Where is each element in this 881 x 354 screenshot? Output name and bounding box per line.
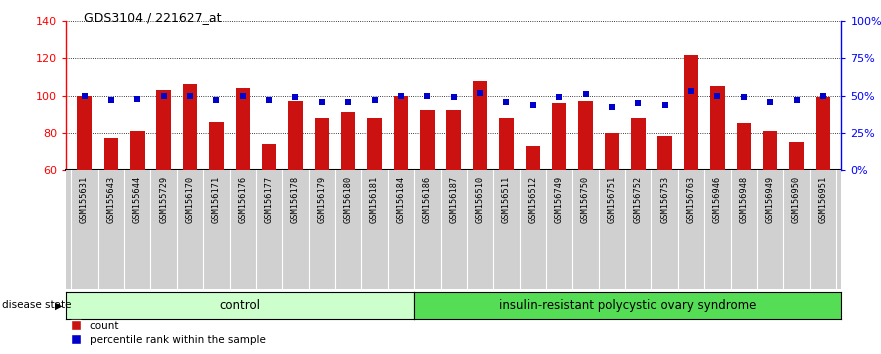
Bar xyxy=(288,101,303,170)
Point xyxy=(579,91,593,97)
Point xyxy=(526,102,540,107)
Text: ▶: ▶ xyxy=(55,300,63,310)
Text: GSM156752: GSM156752 xyxy=(633,176,643,223)
Bar xyxy=(578,101,593,170)
Point xyxy=(552,94,566,100)
Text: GSM156511: GSM156511 xyxy=(502,176,511,223)
Bar xyxy=(631,118,646,170)
Bar xyxy=(157,90,171,170)
Point xyxy=(288,94,302,100)
Bar xyxy=(235,88,250,170)
Point xyxy=(684,88,698,94)
Point xyxy=(183,93,197,98)
Point xyxy=(447,94,461,100)
Bar xyxy=(209,122,224,170)
Point xyxy=(500,99,514,104)
Point xyxy=(157,93,171,98)
Text: GSM155729: GSM155729 xyxy=(159,176,168,223)
Bar xyxy=(552,103,566,170)
Text: GSM156177: GSM156177 xyxy=(264,176,274,223)
Point xyxy=(710,93,724,98)
Text: GSM156951: GSM156951 xyxy=(818,176,827,223)
Point xyxy=(78,93,92,98)
Point xyxy=(420,93,434,98)
Point xyxy=(367,97,381,103)
Bar xyxy=(420,110,434,170)
Text: GSM156176: GSM156176 xyxy=(238,176,248,223)
Legend: count, percentile rank within the sample: count, percentile rank within the sample xyxy=(67,317,270,349)
Text: insulin-resistant polycystic ovary syndrome: insulin-resistant polycystic ovary syndr… xyxy=(499,299,756,312)
Text: GSM156753: GSM156753 xyxy=(660,176,670,223)
Text: GSM156512: GSM156512 xyxy=(529,176,537,223)
Point xyxy=(657,102,671,107)
Bar xyxy=(737,124,751,170)
Text: GSM156184: GSM156184 xyxy=(396,176,405,223)
Bar xyxy=(657,136,672,170)
Bar xyxy=(500,118,514,170)
Text: GSM156170: GSM156170 xyxy=(186,176,195,223)
Text: control: control xyxy=(219,299,261,312)
Point xyxy=(210,97,224,103)
Bar xyxy=(710,86,725,170)
Point xyxy=(394,93,408,98)
Text: GSM156510: GSM156510 xyxy=(476,176,485,223)
Text: GDS3104 / 221627_at: GDS3104 / 221627_at xyxy=(84,11,221,24)
Text: GSM156181: GSM156181 xyxy=(370,176,379,223)
Bar xyxy=(78,96,92,170)
Text: disease state: disease state xyxy=(2,300,71,310)
Bar xyxy=(262,144,277,170)
Point xyxy=(605,105,619,110)
Bar xyxy=(763,131,777,170)
Point xyxy=(789,97,803,103)
Bar xyxy=(130,131,144,170)
Bar xyxy=(394,96,408,170)
Bar xyxy=(104,138,118,170)
Bar xyxy=(367,118,381,170)
Text: GSM156948: GSM156948 xyxy=(739,176,748,223)
Bar xyxy=(341,112,356,170)
Point xyxy=(104,97,118,103)
Point xyxy=(473,90,487,96)
Bar xyxy=(789,142,803,170)
Text: GSM156950: GSM156950 xyxy=(792,176,801,223)
Text: GSM156186: GSM156186 xyxy=(423,176,432,223)
Bar xyxy=(526,146,540,170)
Bar xyxy=(604,133,619,170)
Point xyxy=(763,99,777,104)
Point xyxy=(236,93,250,98)
Bar xyxy=(816,97,830,170)
Text: GSM156178: GSM156178 xyxy=(291,176,300,223)
Bar xyxy=(315,118,329,170)
Text: GSM156946: GSM156946 xyxy=(713,176,722,223)
Bar xyxy=(473,81,487,170)
Text: GSM156180: GSM156180 xyxy=(344,176,352,223)
Text: GSM155643: GSM155643 xyxy=(107,176,115,223)
Bar xyxy=(182,84,197,170)
Text: GSM155631: GSM155631 xyxy=(80,176,89,223)
Point xyxy=(315,99,329,104)
Point xyxy=(816,93,830,98)
Text: GSM156949: GSM156949 xyxy=(766,176,774,223)
Text: GSM156751: GSM156751 xyxy=(607,176,617,223)
Text: GSM156179: GSM156179 xyxy=(317,176,326,223)
Bar xyxy=(684,55,699,170)
Point xyxy=(130,96,144,101)
Text: GSM156171: GSM156171 xyxy=(212,176,221,223)
Point xyxy=(341,99,355,104)
Point xyxy=(737,94,751,100)
Point xyxy=(632,100,646,106)
Text: GSM156763: GSM156763 xyxy=(686,176,695,223)
Text: GSM156187: GSM156187 xyxy=(449,176,458,223)
Text: GSM156750: GSM156750 xyxy=(581,176,590,223)
Text: GSM155644: GSM155644 xyxy=(133,176,142,223)
Bar xyxy=(447,110,461,170)
Text: GSM156749: GSM156749 xyxy=(555,176,564,223)
Point xyxy=(262,97,276,103)
